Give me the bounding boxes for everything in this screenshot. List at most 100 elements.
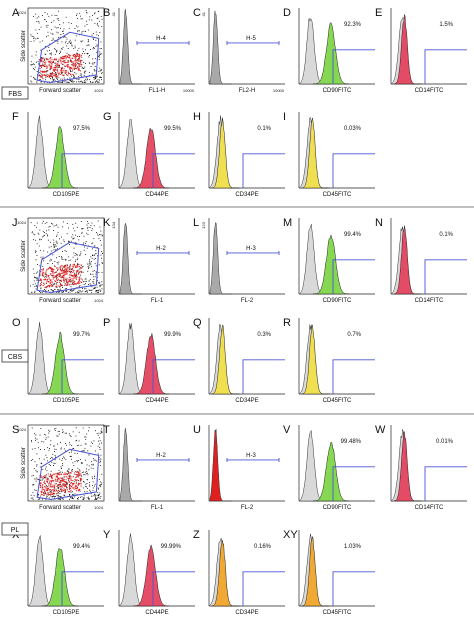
scatter-dot bbox=[72, 234, 74, 236]
scatter-dot bbox=[81, 496, 83, 498]
scatter-dot bbox=[100, 430, 102, 432]
gated-dot bbox=[64, 70, 66, 72]
scatter-dot bbox=[71, 79, 73, 81]
gated-dot bbox=[75, 266, 77, 268]
panel-i: I0.03%CD45FITC bbox=[283, 111, 375, 198]
scatter-dot bbox=[47, 436, 49, 438]
positive-gate bbox=[152, 571, 195, 606]
gated-dot bbox=[75, 274, 77, 276]
gated-dot bbox=[78, 64, 80, 66]
scatter-dot bbox=[71, 497, 73, 499]
gated-dot bbox=[69, 477, 71, 479]
scatter-dot bbox=[73, 448, 75, 449]
scatter-dot bbox=[35, 437, 36, 439]
scatter-dot bbox=[88, 280, 90, 282]
scatter-dot bbox=[43, 235, 44, 237]
scatter-dot bbox=[88, 267, 90, 268]
scatter-dot bbox=[34, 478, 36, 480]
scatter-dot bbox=[89, 489, 90, 491]
y-tick-label: 1024 bbox=[17, 10, 27, 15]
scatter-dot bbox=[85, 459, 86, 461]
scatter-dot bbox=[48, 432, 50, 434]
scatter-dot bbox=[34, 252, 36, 254]
scatter-dot bbox=[88, 498, 89, 500]
scatter-dot bbox=[93, 440, 95, 442]
scatter-dot bbox=[71, 445, 73, 446]
gated-dot bbox=[51, 274, 53, 276]
gated-dot bbox=[46, 274, 48, 276]
scatter-dot bbox=[87, 229, 89, 231]
scatter-dot bbox=[61, 459, 63, 461]
gated-dot bbox=[58, 275, 60, 277]
scatter-dot bbox=[85, 31, 86, 32]
gated-dot bbox=[42, 285, 44, 287]
stained-histogram bbox=[393, 430, 420, 502]
scatter-dot bbox=[87, 223, 89, 224]
gated-dot bbox=[80, 54, 82, 56]
gated-dot bbox=[75, 490, 77, 492]
gated-dot bbox=[45, 486, 47, 488]
gated-dot bbox=[51, 60, 53, 62]
scatter-dot bbox=[91, 257, 93, 259]
scatter-dot bbox=[61, 468, 62, 469]
gated-dot bbox=[80, 479, 82, 481]
gated-dot bbox=[41, 282, 43, 284]
gated-dot bbox=[55, 483, 57, 485]
gated-dot bbox=[54, 68, 56, 70]
scatter-dot bbox=[50, 32, 52, 34]
scatter-dot bbox=[94, 62, 96, 63]
scatter-dot bbox=[80, 475, 82, 477]
scatter-dot bbox=[52, 284, 54, 286]
scatter-dot bbox=[97, 276, 98, 278]
scatter-dot bbox=[54, 448, 56, 450]
scatter-dot bbox=[96, 24, 98, 26]
scatter-dot bbox=[85, 291, 87, 292]
gated-dot bbox=[65, 278, 67, 280]
gated-dot bbox=[66, 268, 68, 270]
scatter-dot bbox=[76, 25, 77, 27]
gated-dot bbox=[63, 271, 65, 273]
scatter-dot bbox=[73, 75, 75, 77]
scatter-dot bbox=[72, 284, 74, 285]
scatter-dot bbox=[75, 222, 77, 224]
scatter-dot bbox=[81, 76, 82, 78]
gate-label: H-5 bbox=[246, 36, 256, 42]
scatter-dot bbox=[85, 49, 86, 51]
scatter-dot bbox=[83, 30, 85, 32]
gated-dot bbox=[73, 68, 75, 70]
gated-dot bbox=[56, 286, 58, 288]
scatter-dot bbox=[64, 495, 66, 497]
scatter-dot bbox=[31, 460, 32, 461]
scatter-dot bbox=[92, 248, 93, 250]
scatter-dot bbox=[86, 470, 88, 472]
scatter-dot bbox=[36, 478, 38, 480]
scatter-dot bbox=[69, 263, 71, 265]
scatter-dot bbox=[78, 47, 80, 49]
gated-dot bbox=[77, 475, 79, 477]
panel-xy: XY1.03%CD45FITC bbox=[283, 529, 375, 616]
positive-gate bbox=[152, 359, 195, 394]
gated-dot bbox=[59, 273, 61, 275]
gated-dot bbox=[40, 64, 42, 66]
scatter-dot bbox=[98, 59, 100, 60]
scatter-dot bbox=[100, 76, 101, 78]
gated-dot bbox=[45, 474, 47, 476]
scatter-dot bbox=[83, 242, 85, 244]
scatter-dot bbox=[58, 280, 60, 282]
scatter-dot bbox=[55, 240, 57, 242]
gated-dot bbox=[53, 487, 55, 489]
scatter-dot bbox=[70, 259, 72, 261]
scatter-dot bbox=[84, 471, 86, 473]
gated-dot bbox=[40, 70, 42, 72]
scatter-dot bbox=[44, 290, 46, 292]
scatter-dot bbox=[68, 256, 70, 258]
scatter-dot bbox=[92, 443, 93, 444]
scatter-dot bbox=[66, 38, 68, 40]
gated-dot bbox=[63, 281, 65, 283]
scatter-dot bbox=[83, 51, 84, 52]
gated-dot bbox=[46, 287, 48, 289]
scatter-dot bbox=[54, 282, 56, 284]
scatter-dot bbox=[73, 465, 75, 466]
scatter-dot bbox=[95, 77, 97, 79]
scatter-dot bbox=[62, 498, 64, 500]
